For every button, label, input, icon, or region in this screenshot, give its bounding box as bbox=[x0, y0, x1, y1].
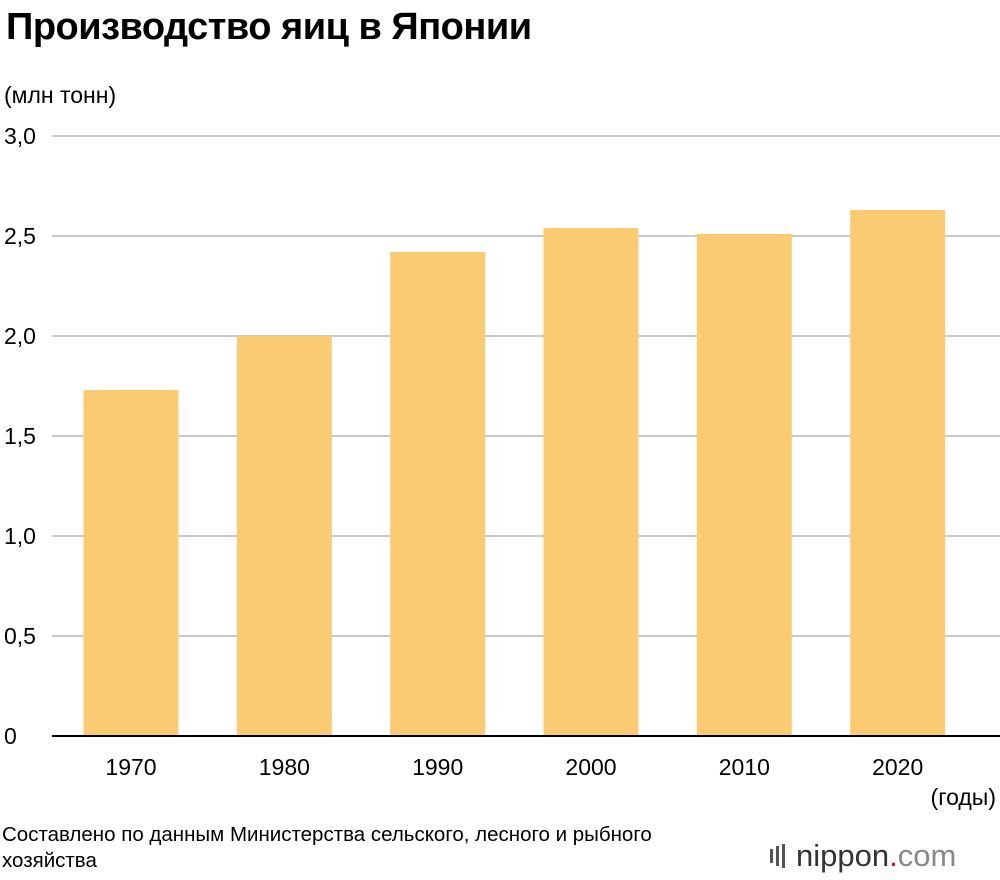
bar bbox=[236, 336, 332, 736]
y-tick-label: 0 bbox=[4, 723, 17, 749]
bar bbox=[850, 210, 946, 736]
y-tick-label: 2,5 bbox=[4, 223, 36, 249]
logo-name: nippon bbox=[796, 838, 890, 873]
nippon-logo: nippon. com bbox=[770, 838, 956, 874]
y-axis-unit-label: (млн тонн) bbox=[4, 82, 117, 108]
bar bbox=[696, 234, 792, 736]
y-tick-label: 2,0 bbox=[4, 323, 36, 349]
x-tick-label: 2020 bbox=[872, 754, 923, 780]
x-tick-label: 1990 bbox=[412, 754, 463, 780]
x-axis-unit-label: (годы) bbox=[930, 784, 996, 810]
logo-dot: . bbox=[889, 838, 898, 873]
x-tick-label: 1970 bbox=[105, 754, 156, 780]
x-tick-label: 2000 bbox=[565, 754, 616, 780]
x-tick-label: 1980 bbox=[259, 754, 310, 780]
source-note: Составлено по данным Министерства сельск… bbox=[2, 823, 652, 872]
y-tick-label: 1,0 bbox=[4, 523, 36, 549]
bar bbox=[83, 390, 179, 736]
logo-bars-icon bbox=[770, 844, 788, 868]
chart-title: Производство яиц в Японии bbox=[6, 6, 532, 48]
y-tick-label: 1,5 bbox=[4, 423, 36, 449]
bar bbox=[543, 228, 639, 736]
y-tick-label: 3,0 bbox=[4, 123, 36, 149]
x-tick-label: 2010 bbox=[719, 754, 770, 780]
bar bbox=[390, 252, 486, 736]
y-tick-label: 0,5 bbox=[4, 623, 36, 649]
logo-suffix: com bbox=[897, 838, 957, 873]
